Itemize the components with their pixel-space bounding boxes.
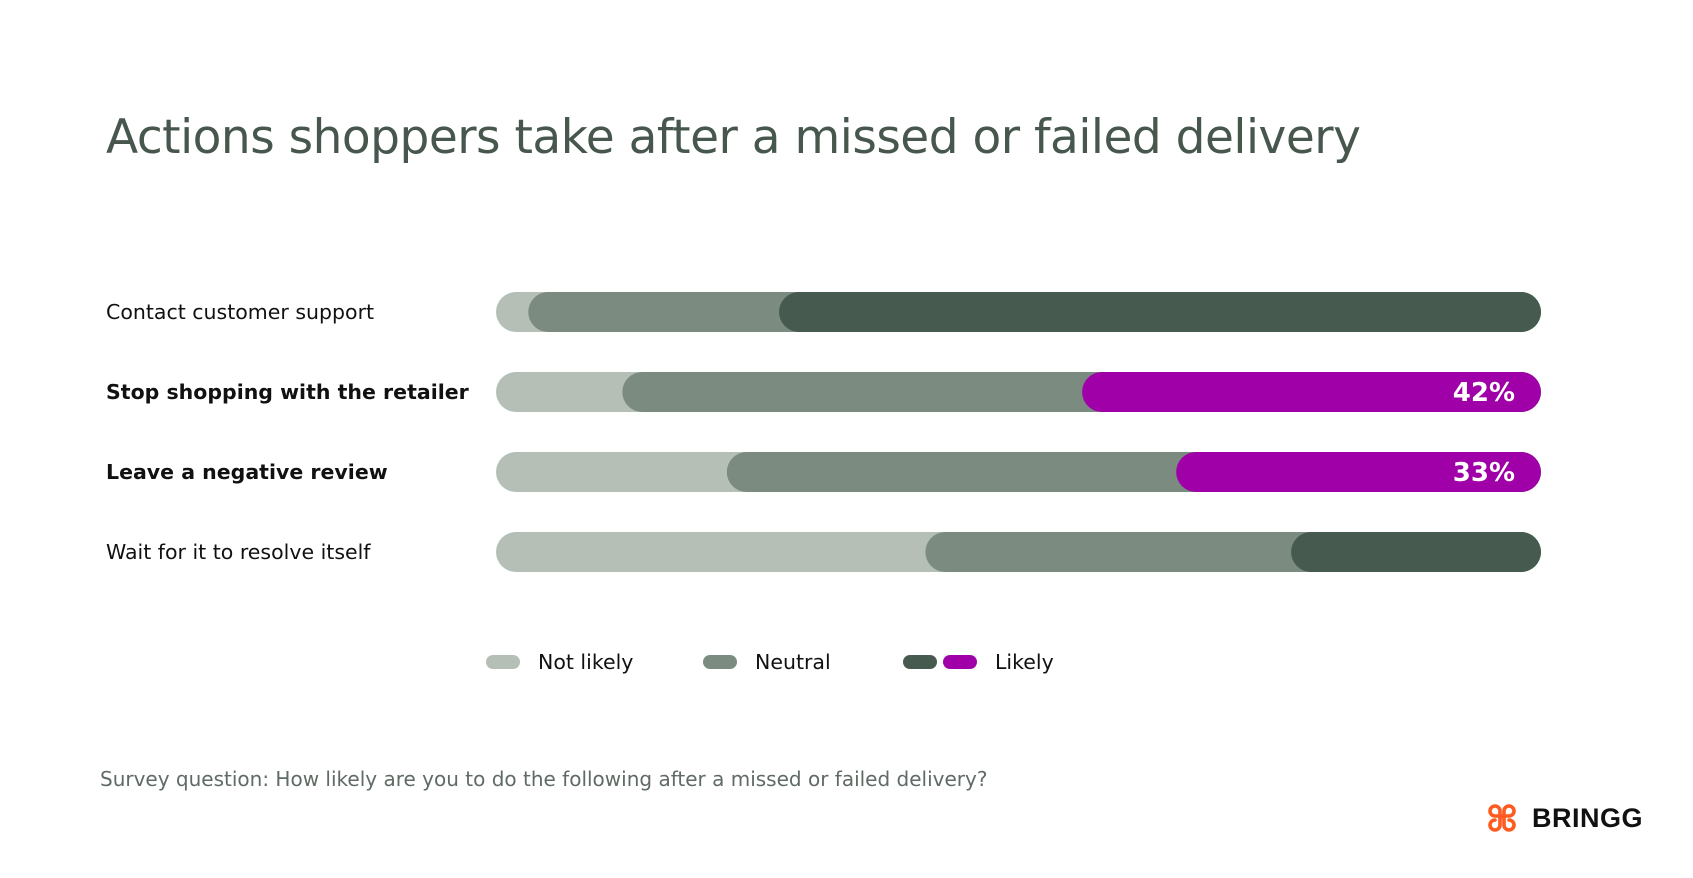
legend-swatch	[703, 655, 737, 669]
bar-segment-likely	[779, 292, 1541, 332]
footnote: Survey question: How likely are you to d…	[100, 767, 988, 791]
legend-swatch	[486, 655, 520, 669]
bringg-logo: BRINGG	[1486, 802, 1643, 834]
legend-not-likely: Not likely	[486, 650, 633, 674]
legend-label: Not likely	[538, 650, 634, 674]
chart-title: Actions shoppers take after a missed or …	[106, 110, 1361, 165]
category-label: Contact customer support	[106, 300, 375, 324]
legend-neutral: Neutral	[703, 650, 831, 674]
legend-swatch-highlight	[943, 655, 977, 669]
bringg-logo-icon	[1488, 804, 1516, 832]
category-label: Leave a negative review	[106, 460, 388, 484]
data-label: 42%	[1453, 378, 1515, 408]
legend-label: Likely	[995, 650, 1054, 674]
category-label: Stop shopping with the retailer	[106, 380, 469, 404]
bar-segment-likely	[1082, 372, 1541, 412]
legend-likely: Likely	[903, 650, 1054, 674]
logo-wordmark: BRINGG	[1532, 802, 1643, 833]
bar-segment-likely	[1176, 452, 1541, 492]
data-label: 33%	[1453, 458, 1515, 488]
legend-label: Neutral	[755, 650, 831, 674]
bar-segment-likely	[1291, 532, 1541, 572]
legend-swatch	[903, 655, 937, 669]
category-label: Wait for it to resolve itself	[106, 540, 371, 564]
